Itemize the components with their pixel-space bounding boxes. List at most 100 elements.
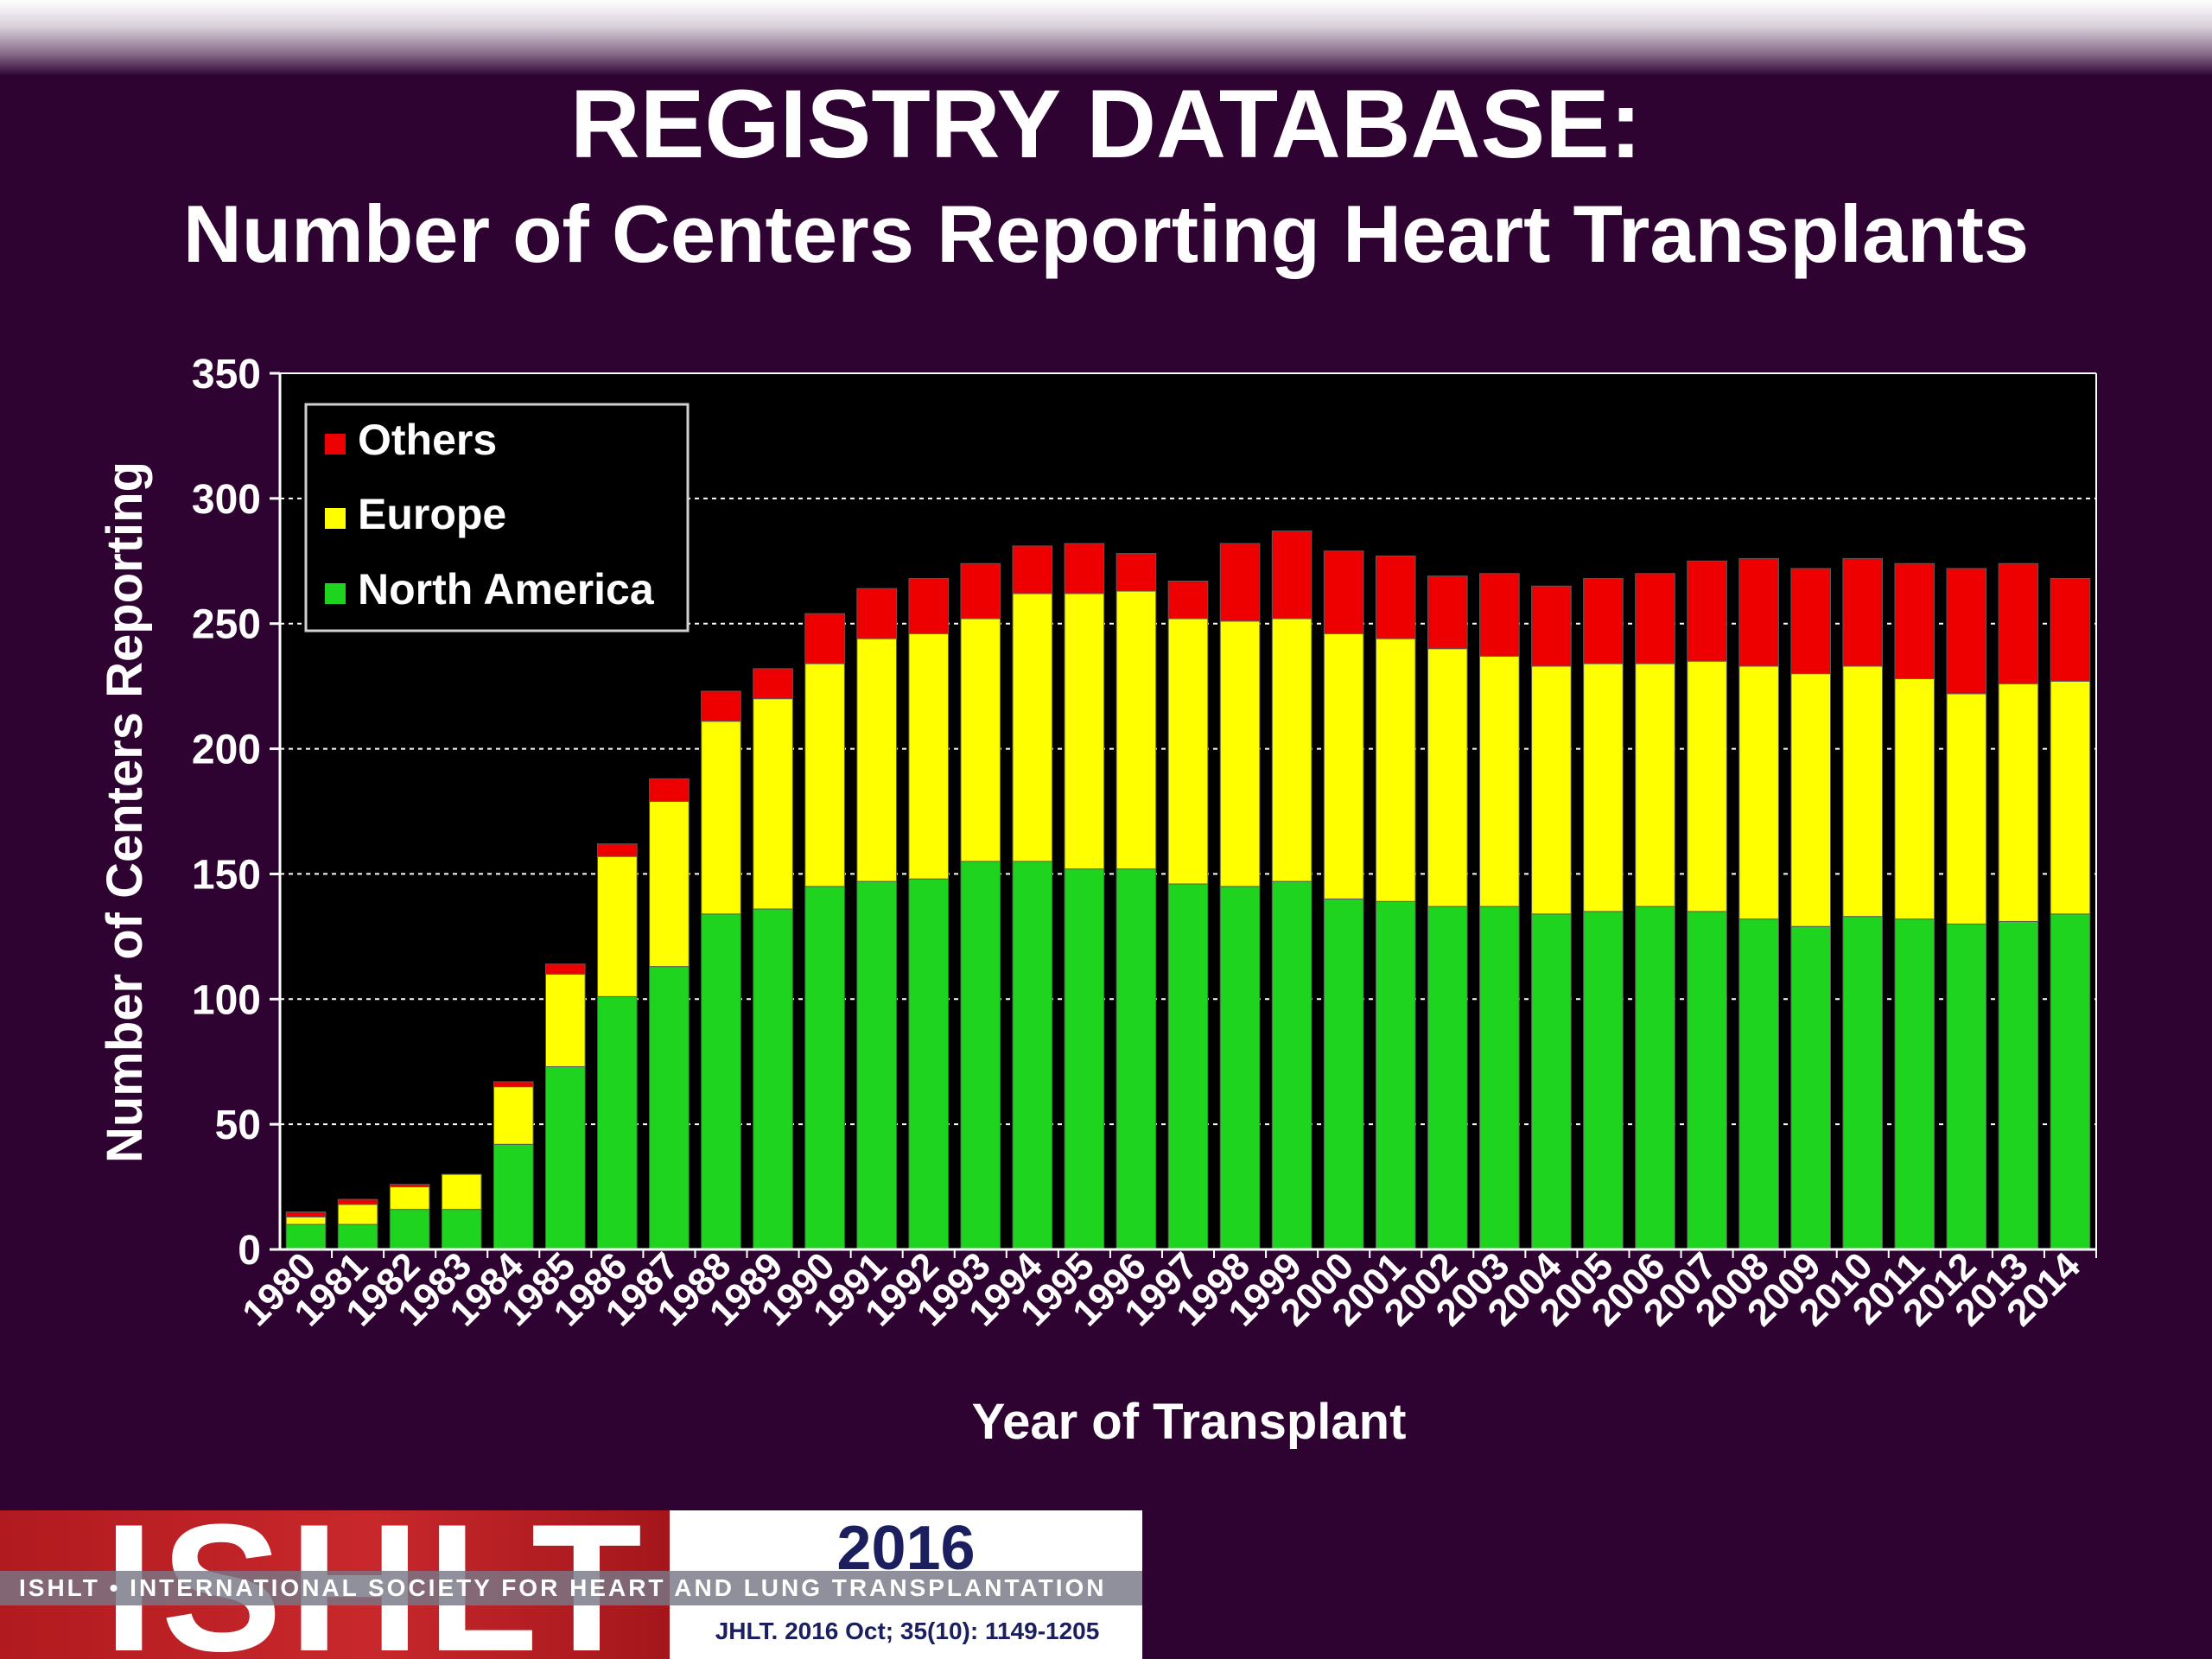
- bar-segment-others: [960, 563, 1001, 620]
- bar-segment-north-america: [804, 886, 845, 1250]
- y-tick-label: 200: [192, 728, 261, 773]
- bar-segment-north-america: [441, 1209, 482, 1250]
- bar-segment-europe: [1583, 663, 1624, 912]
- bar-segment-north-america: [337, 1224, 378, 1250]
- bar-segment-others: [1012, 545, 1053, 594]
- bar-segment-others: [701, 690, 741, 722]
- bar-segment-europe: [1635, 663, 1675, 907]
- bar-segment-others: [1271, 531, 1313, 620]
- bar-segment-north-america: [1946, 923, 1987, 1250]
- bar-segment-europe: [1531, 665, 1572, 915]
- bar-segment-europe: [1375, 638, 1416, 902]
- bar-segment-europe: [1998, 683, 2039, 922]
- bar-segment-europe: [1479, 655, 1520, 907]
- bar-segment-north-america: [389, 1209, 430, 1250]
- bar-segment-europe: [804, 663, 845, 887]
- bar-segment-europe: [597, 855, 638, 997]
- bar-segment-others: [1894, 563, 1936, 679]
- y-axis-title: Number of Centers Reporting: [97, 461, 153, 1163]
- bar-segment-europe: [1167, 618, 1209, 885]
- bar-segment-north-america: [1427, 906, 1468, 1250]
- bar-segment-europe: [2050, 680, 2091, 915]
- society-name: ISHLT • INTERNATIONAL SOCIETY FOR HEART …: [0, 1571, 1142, 1605]
- bar-segment-others: [1064, 543, 1105, 594]
- bar-segment-others: [1738, 557, 1779, 667]
- bar-segment-others: [544, 963, 586, 975]
- y-tick-label: 350: [192, 352, 261, 397]
- bar-segment-north-america: [1012, 861, 1053, 1250]
- bar-segment-others: [804, 613, 845, 664]
- bar-segment-others: [1998, 563, 2039, 684]
- bar-segment-europe: [1427, 648, 1468, 907]
- bar-segment-north-america: [493, 1143, 534, 1250]
- bar-segment-north-america: [1219, 886, 1261, 1250]
- bar-segment-others: [1219, 543, 1261, 622]
- bar-segment-europe: [1790, 673, 1832, 927]
- bar-segment-europe: [1271, 618, 1313, 882]
- bar-segment-north-america: [649, 966, 690, 1250]
- bar-segment-europe: [753, 698, 793, 910]
- bar-segment-europe: [493, 1086, 534, 1145]
- bar-segment-north-america: [2050, 913, 2091, 1250]
- bar-segment-europe: [389, 1186, 430, 1211]
- bar-segment-europe: [285, 1216, 327, 1225]
- bar-segment-others: [1323, 550, 1364, 634]
- bar-segment-north-america: [1687, 911, 1727, 1250]
- bar-segment-others: [285, 1211, 327, 1217]
- bar-segment-others: [1946, 568, 1987, 695]
- bar-segment-others: [1842, 557, 1884, 667]
- bar-segment-others: [1531, 585, 1572, 667]
- bar-segment-north-america: [1738, 918, 1779, 1250]
- bar-segment-others: [1583, 578, 1624, 664]
- bar-segment-others: [1635, 573, 1675, 664]
- bar-segment-others: [1116, 553, 1157, 592]
- bar-segment-others: [389, 1184, 430, 1188]
- bar-segment-others: [649, 778, 690, 802]
- bar-segment-north-america: [1323, 898, 1364, 1250]
- bar-segment-others: [493, 1081, 534, 1088]
- bar-segment-europe: [1894, 677, 1936, 920]
- bar-segment-north-america: [1479, 906, 1520, 1250]
- bar-segment-europe: [1219, 620, 1261, 887]
- bar-segment-europe: [1842, 665, 1884, 918]
- bar-segment-north-america: [1842, 916, 1884, 1250]
- bar-segment-others: [1167, 580, 1209, 620]
- bar-segment-europe: [1687, 660, 1727, 912]
- bar-segment-north-america: [1271, 880, 1313, 1250]
- bar-segment-others: [1687, 560, 1727, 662]
- legend-box: [304, 403, 690, 632]
- bar-segment-europe: [701, 721, 741, 915]
- bar-segment-others: [856, 588, 897, 639]
- bar-segment-north-america: [1375, 900, 1416, 1250]
- bar-segment-north-america: [1531, 913, 1572, 1250]
- bar-segment-others: [1479, 573, 1520, 657]
- journal-citation: JHLT. 2016 Oct; 35(10): 1149-1205: [715, 1618, 1100, 1644]
- slide-title: REGISTRY DATABASE:: [569, 70, 1643, 178]
- bar-segment-europe: [441, 1173, 482, 1211]
- legend-label-others: Others: [358, 416, 497, 464]
- bar-segment-north-america: [1116, 868, 1157, 1250]
- y-tick-label: 50: [215, 1103, 261, 1148]
- bar-segment-others: [908, 578, 950, 634]
- bar-segment-north-america: [908, 878, 950, 1250]
- bar-segment-north-america: [1635, 906, 1675, 1250]
- bar-segment-europe: [1116, 590, 1157, 870]
- footer-banner: ISHLT 2016 ISHLT • INTERNATIONAL SOCIETY…: [0, 1510, 1142, 1659]
- bar-segment-europe: [1064, 593, 1105, 870]
- bars-group: [285, 531, 2091, 1250]
- bar-segment-others: [1375, 555, 1416, 639]
- y-tick-label: 250: [192, 602, 261, 648]
- bar-segment-north-america: [544, 1066, 586, 1250]
- bar-segment-north-america: [1064, 868, 1105, 1250]
- bar-segment-north-america: [856, 880, 897, 1250]
- bar-segment-europe: [1946, 693, 1987, 925]
- legend-swatch-europe: [325, 508, 346, 529]
- bar-segment-others: [2050, 578, 2091, 682]
- bar-segment-europe: [856, 638, 897, 882]
- bar-segment-europe: [649, 800, 690, 968]
- bar-segment-others: [1790, 568, 1832, 675]
- bar-segment-europe: [1738, 665, 1779, 920]
- bar-segment-europe: [544, 973, 586, 1068]
- y-tick-label: 100: [192, 977, 261, 1023]
- bar-segment-others: [597, 843, 638, 857]
